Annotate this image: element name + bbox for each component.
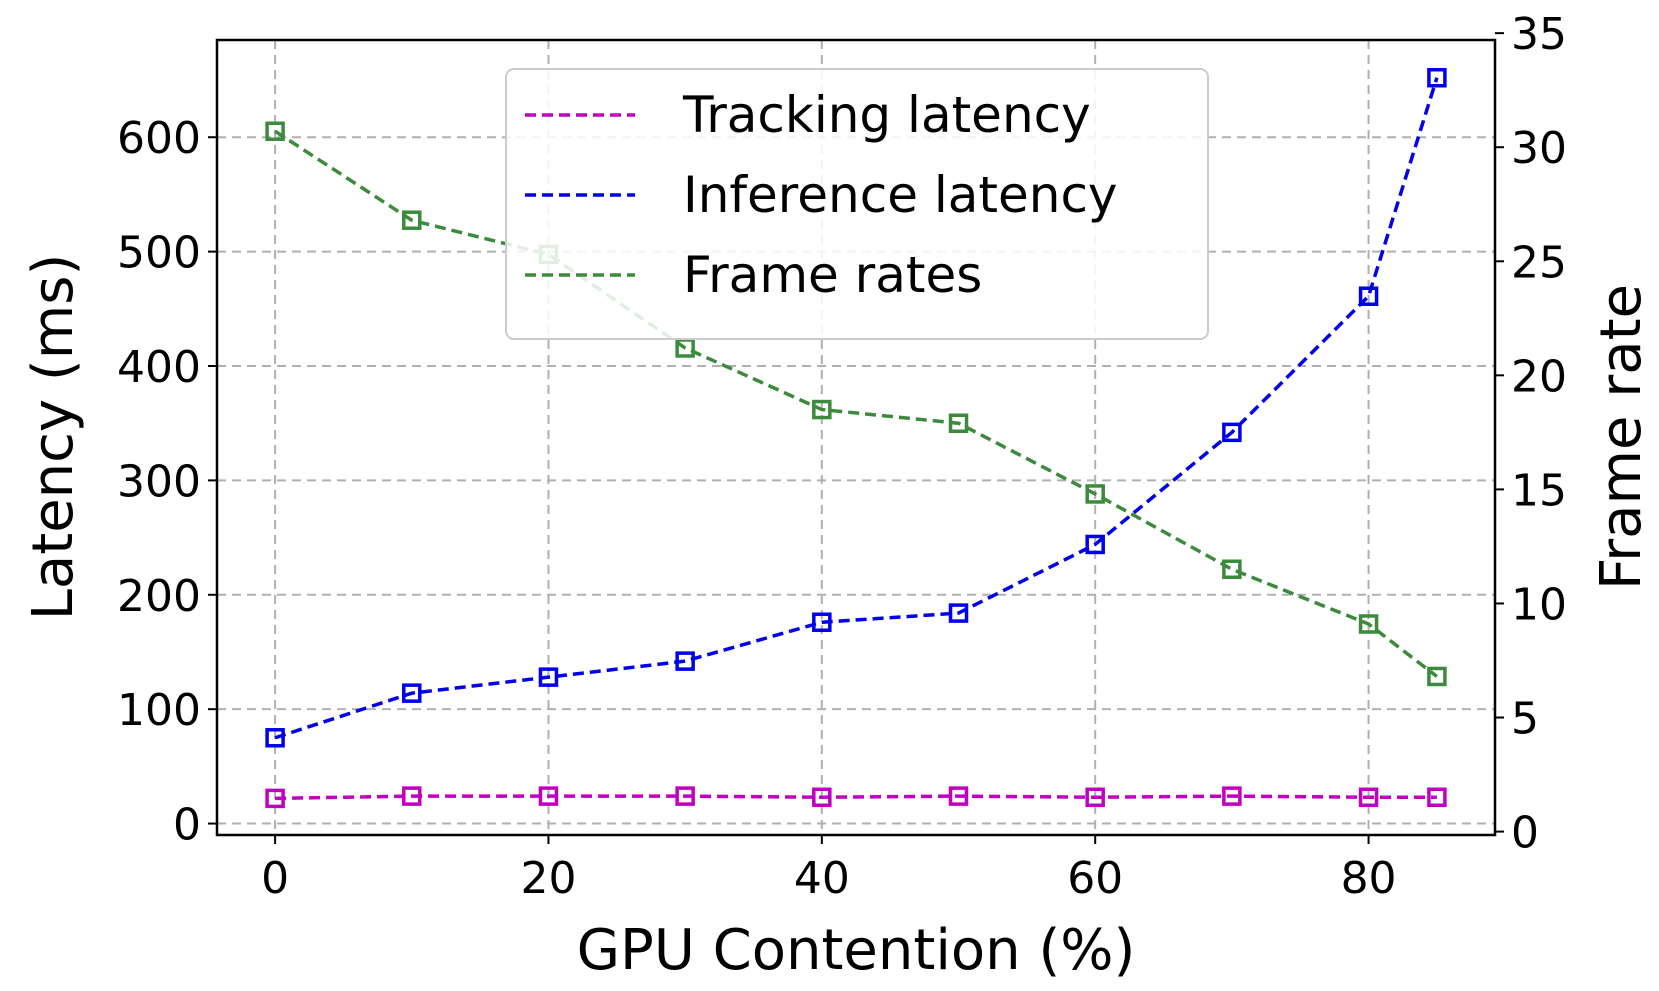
- data-point-marker: [1085, 787, 1105, 808]
- data-point-marker: [812, 612, 832, 632]
- y2-tick-label: 35: [1511, 9, 1567, 60]
- data-point-marker: [812, 399, 832, 420]
- x-tick-label: 40: [794, 853, 850, 904]
- axis-ticks: 0 20 40 60 80 0 100 200 300 400 500 600 0 5 10 15 20 25 30…: [117, 9, 1567, 904]
- data-point-marker: [1358, 286, 1379, 306]
- data-point-marker: [675, 786, 695, 806]
- y-tick-label: 100: [117, 685, 201, 736]
- data-point-marker: [402, 683, 422, 703]
- legend-label: Inference latency: [683, 166, 1118, 224]
- y-tick-label: 600: [117, 113, 201, 164]
- data-point-marker: [265, 728, 285, 748]
- data-point-marker: [948, 603, 969, 623]
- data-point-marker: [265, 121, 285, 141]
- data-point-marker: [538, 786, 559, 806]
- data-point-marker: [402, 210, 422, 230]
- series-frame-rates: [265, 121, 1447, 687]
- x-axis-label: GPU Contention (%): [577, 918, 1136, 983]
- series-line: [274, 77, 1439, 740]
- data-point-marker: [1427, 666, 1447, 687]
- legend-label: Tracking latency: [682, 86, 1091, 144]
- legend-box: [505, 68, 1209, 340]
- x-tick-label: 0: [261, 853, 289, 904]
- y2-tick-label: 0: [1511, 808, 1539, 859]
- y2-tick-label: 20: [1511, 351, 1567, 402]
- y-tick-label: 300: [117, 456, 201, 507]
- series-layer: [265, 67, 1447, 809]
- x-tick-label: 60: [1067, 853, 1123, 904]
- y-tick-label: 200: [117, 571, 201, 622]
- data-point-marker: [1427, 787, 1447, 808]
- data-point-marker: [1358, 787, 1379, 808]
- data-point-marker: [402, 786, 422, 806]
- y2-tick-label: 25: [1511, 237, 1567, 288]
- data-point-marker: [1222, 559, 1242, 579]
- x-tick-label: 20: [520, 853, 576, 904]
- series-tracking-latency: [265, 786, 1447, 809]
- data-point-marker: [265, 788, 285, 809]
- data-point-marker: [948, 786, 969, 806]
- y2-tick-label: 5: [1511, 694, 1539, 745]
- plot-area-frame: [215, 38, 1497, 837]
- data-point-marker: [1222, 786, 1242, 806]
- y2-axis-label: Frame rate: [1589, 284, 1654, 590]
- data-point-marker: [675, 651, 695, 671]
- data-point-marker: [1427, 67, 1447, 88]
- legend: Tracking latency Inference latency Frame r…: [505, 68, 1209, 340]
- y-tick-label: 0: [173, 800, 201, 851]
- y-tick-label: 500: [117, 228, 201, 279]
- data-point-marker: [812, 787, 832, 808]
- x-tick-label: 80: [1341, 853, 1397, 904]
- data-point-marker: [948, 413, 969, 433]
- y2-tick-label: 15: [1511, 465, 1567, 516]
- y2-tick-label: 30: [1511, 123, 1567, 174]
- data-point-marker: [1085, 534, 1105, 555]
- series-inference-latency: [265, 67, 1447, 748]
- series-line: [275, 794, 1437, 801]
- data-point-marker: [1085, 484, 1105, 504]
- y2-tick-label: 10: [1511, 579, 1567, 630]
- data-point-marker: [538, 667, 559, 687]
- y-axis-label: Latency (ms): [21, 254, 86, 621]
- legend-label: Frame rates: [683, 246, 982, 304]
- data-point-marker: [1222, 422, 1242, 443]
- y-tick-label: 400: [117, 342, 201, 393]
- series-line: [274, 129, 1438, 678]
- data-point-marker: [1358, 614, 1379, 634]
